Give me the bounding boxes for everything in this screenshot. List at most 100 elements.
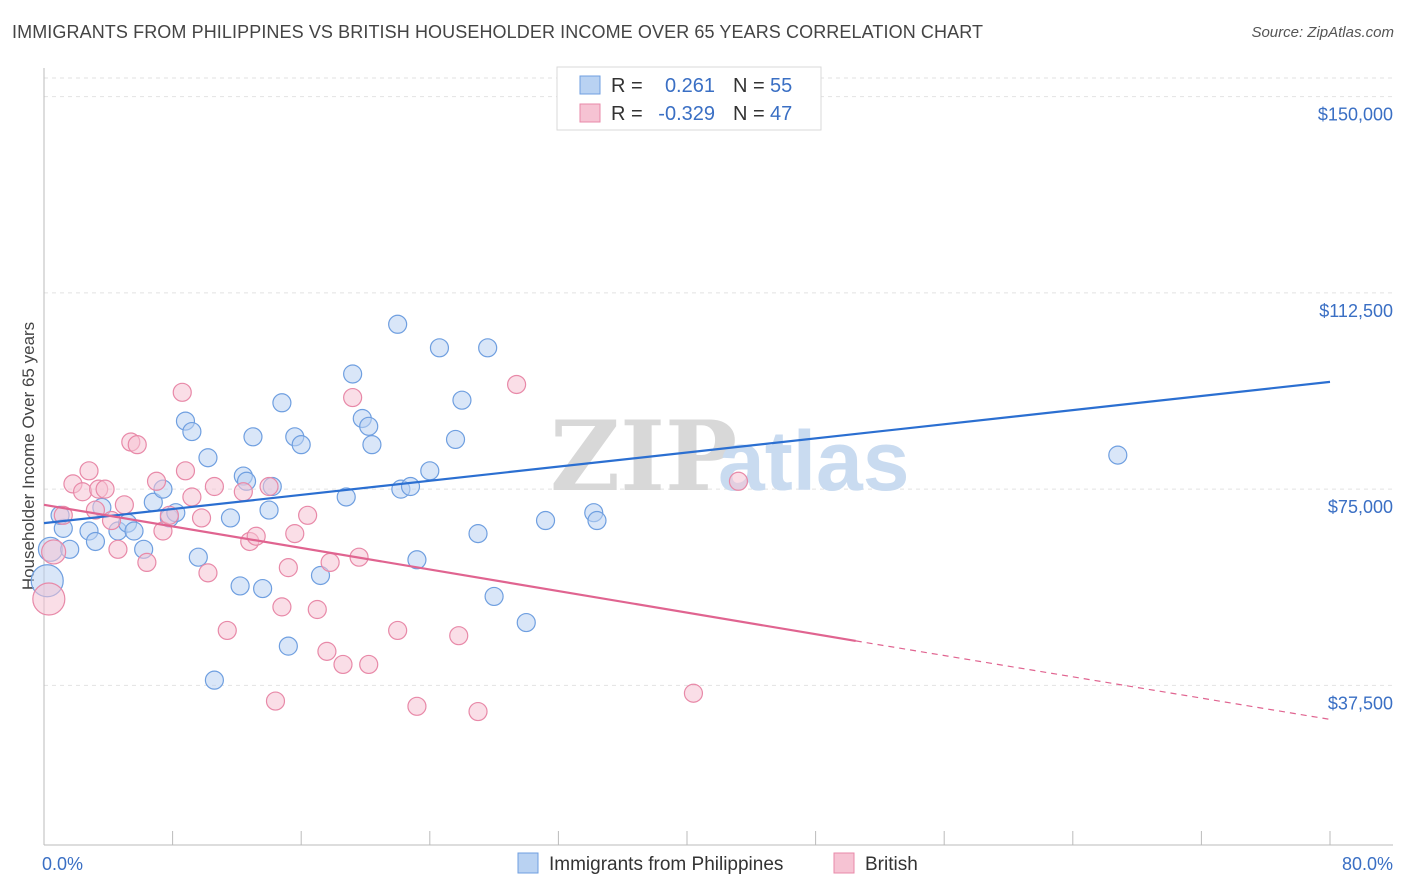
data-point xyxy=(108,539,128,559)
legend-n-value-2: 47 xyxy=(770,103,792,125)
y-tick-label: $150,000 xyxy=(1318,105,1393,125)
legend-r-value-1: 0.261 xyxy=(665,75,715,97)
legend-r-label-2: R = xyxy=(611,103,643,125)
data-point xyxy=(445,429,466,450)
data-point xyxy=(429,338,450,358)
data-point xyxy=(285,524,305,544)
legend-n-value-1: 55 xyxy=(770,75,792,97)
trend-line-british xyxy=(43,503,856,642)
data-point xyxy=(220,508,241,528)
data-point xyxy=(85,531,106,552)
data-point xyxy=(507,374,527,395)
data-point xyxy=(683,683,704,703)
data-point xyxy=(278,636,298,656)
legend-n-label-2: N = xyxy=(733,103,765,125)
data-point xyxy=(175,461,196,481)
axes xyxy=(43,68,1393,846)
data-point xyxy=(452,390,472,410)
data-point xyxy=(272,597,292,617)
trend-line-extension xyxy=(855,640,1331,720)
data-point xyxy=(468,524,488,544)
data-point xyxy=(333,654,353,675)
data-point xyxy=(317,641,337,661)
data-point xyxy=(72,482,93,502)
data-point xyxy=(230,576,250,596)
data-point xyxy=(188,547,208,567)
legend-r-label-1: R = xyxy=(611,75,643,97)
data-point xyxy=(478,338,498,358)
y-tick-label: $112,500 xyxy=(1319,301,1393,321)
chart-title: IMMIGRANTS FROM PHILIPPINES VS BRITISH H… xyxy=(12,22,984,42)
data-point xyxy=(124,521,144,541)
data-point xyxy=(191,508,212,528)
data-point xyxy=(204,476,224,497)
bottom-legend: Immigrants from Philippines British xyxy=(517,852,918,875)
data-point xyxy=(79,461,99,481)
series-philippines xyxy=(30,314,1128,690)
data-point xyxy=(243,427,263,447)
watermark: ZIP atlas xyxy=(550,400,909,513)
data-point xyxy=(217,620,237,641)
x-tick-min: 0.0% xyxy=(42,854,83,874)
data-point xyxy=(278,558,298,578)
data-point xyxy=(32,582,66,616)
trend-line-philippines xyxy=(43,380,1331,525)
data-point xyxy=(198,448,218,468)
data-point xyxy=(359,416,379,436)
x-tick-max: 80.0% xyxy=(1342,854,1393,874)
data-point xyxy=(204,670,224,690)
data-point xyxy=(310,565,331,586)
data-point xyxy=(407,550,427,570)
trend-layer xyxy=(43,380,1331,720)
legend-swatch-philippines xyxy=(579,75,601,95)
data-point xyxy=(272,393,292,413)
data-point xyxy=(95,479,115,499)
data-point xyxy=(198,563,218,583)
data-point xyxy=(468,701,488,722)
data-point xyxy=(291,435,311,455)
data-point xyxy=(336,487,356,507)
data-point xyxy=(407,696,427,716)
data-point xyxy=(359,654,379,675)
data-point xyxy=(1108,445,1128,465)
legend-swatch-british xyxy=(579,103,601,123)
data-point xyxy=(449,626,469,646)
legend: R = 0.261 N = 55 R = -0.329 N = 47 xyxy=(556,66,822,131)
data-point xyxy=(127,435,147,455)
data-point xyxy=(253,578,273,599)
data-point xyxy=(587,510,607,531)
watermark-atlas: atlas xyxy=(718,414,909,508)
data-point xyxy=(420,461,440,481)
data-point xyxy=(343,364,363,384)
data-point xyxy=(182,487,202,507)
legend-box xyxy=(556,66,822,131)
bottom-legend-swatch-philippines xyxy=(517,852,539,874)
grid-lines xyxy=(44,77,1393,686)
data-point xyxy=(146,471,167,491)
bottom-legend-swatch-british xyxy=(833,852,855,874)
data-point xyxy=(400,476,421,497)
data-point xyxy=(298,505,318,525)
data-point xyxy=(388,314,408,334)
data-point xyxy=(362,435,382,455)
series-layer xyxy=(30,314,1128,722)
data-point xyxy=(114,495,134,515)
y-tick-label: $37,500 xyxy=(1328,693,1393,713)
data-point xyxy=(137,552,157,573)
data-point xyxy=(233,482,253,502)
data-point xyxy=(182,421,202,442)
data-point xyxy=(265,691,286,711)
data-point xyxy=(728,471,749,491)
data-point xyxy=(259,500,279,520)
x-tick-labels: 0.0% 80.0% xyxy=(42,854,1393,874)
bottom-legend-label-philippines: Immigrants from Philippines xyxy=(549,854,783,875)
data-point xyxy=(484,586,504,607)
bottom-legend-label-british: British xyxy=(865,854,918,875)
data-point xyxy=(320,552,340,573)
source-label: Source: ZipAtlas.com xyxy=(1251,24,1394,41)
data-point xyxy=(259,476,279,497)
data-point xyxy=(535,510,556,531)
data-point xyxy=(388,620,408,641)
data-point xyxy=(172,382,192,402)
